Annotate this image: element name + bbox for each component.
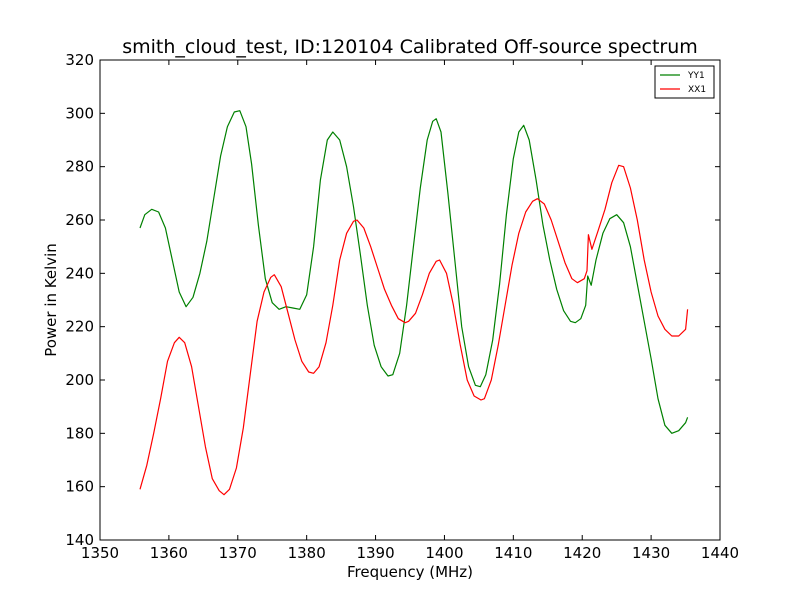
x-axis: 1350 1360 1370 1380 1390 1400 1410 1420 1430 1440 <box>81 60 739 562</box>
legend-label-xx1: XX1 <box>688 85 706 95</box>
y-tick-label: 280 <box>65 158 94 176</box>
y-tick-label: 240 <box>65 264 94 282</box>
series-line-yy1 <box>139 110 689 434</box>
legend-label-yy1: YY1 <box>687 71 705 81</box>
chart-title: smith_cloud_test, ID:120104 Calibrated O… <box>122 36 698 58</box>
x-axis-label: Frequency (MHz) <box>347 563 473 581</box>
x-tick-label: 1440 <box>701 544 739 562</box>
y-tick-label: 300 <box>65 104 94 122</box>
y-axis-label: Power in Kelvin <box>42 243 60 357</box>
y-tick-label: 140 <box>65 531 94 549</box>
y-axis: 140 160 180 200 220 240 260 280 300 320 <box>65 51 720 549</box>
y-tick-label: 180 <box>65 424 94 442</box>
x-tick-label: 1350 <box>81 544 119 562</box>
x-tick-label: 1430 <box>632 544 670 562</box>
x-tick-label: 1380 <box>288 544 326 562</box>
x-tick-label: 1400 <box>425 544 463 562</box>
plot-area-frame <box>99 59 721 541</box>
series-layer <box>139 110 689 496</box>
series-line-xx1 <box>139 164 689 496</box>
legend: YY1 XX1 <box>654 65 715 99</box>
x-tick-label: 1420 <box>563 544 601 562</box>
y-tick-label: 260 <box>65 211 94 229</box>
legend-box <box>654 65 715 99</box>
y-tick-label: 160 <box>65 478 94 496</box>
x-tick-label: 1390 <box>356 544 394 562</box>
x-tick-label: 1370 <box>219 544 257 562</box>
x-tick-label: 1360 <box>150 544 188 562</box>
x-tick-label: 1410 <box>494 544 532 562</box>
y-tick-label: 200 <box>65 371 94 389</box>
y-tick-label: 220 <box>65 318 94 336</box>
y-tick-label: 320 <box>65 51 94 69</box>
